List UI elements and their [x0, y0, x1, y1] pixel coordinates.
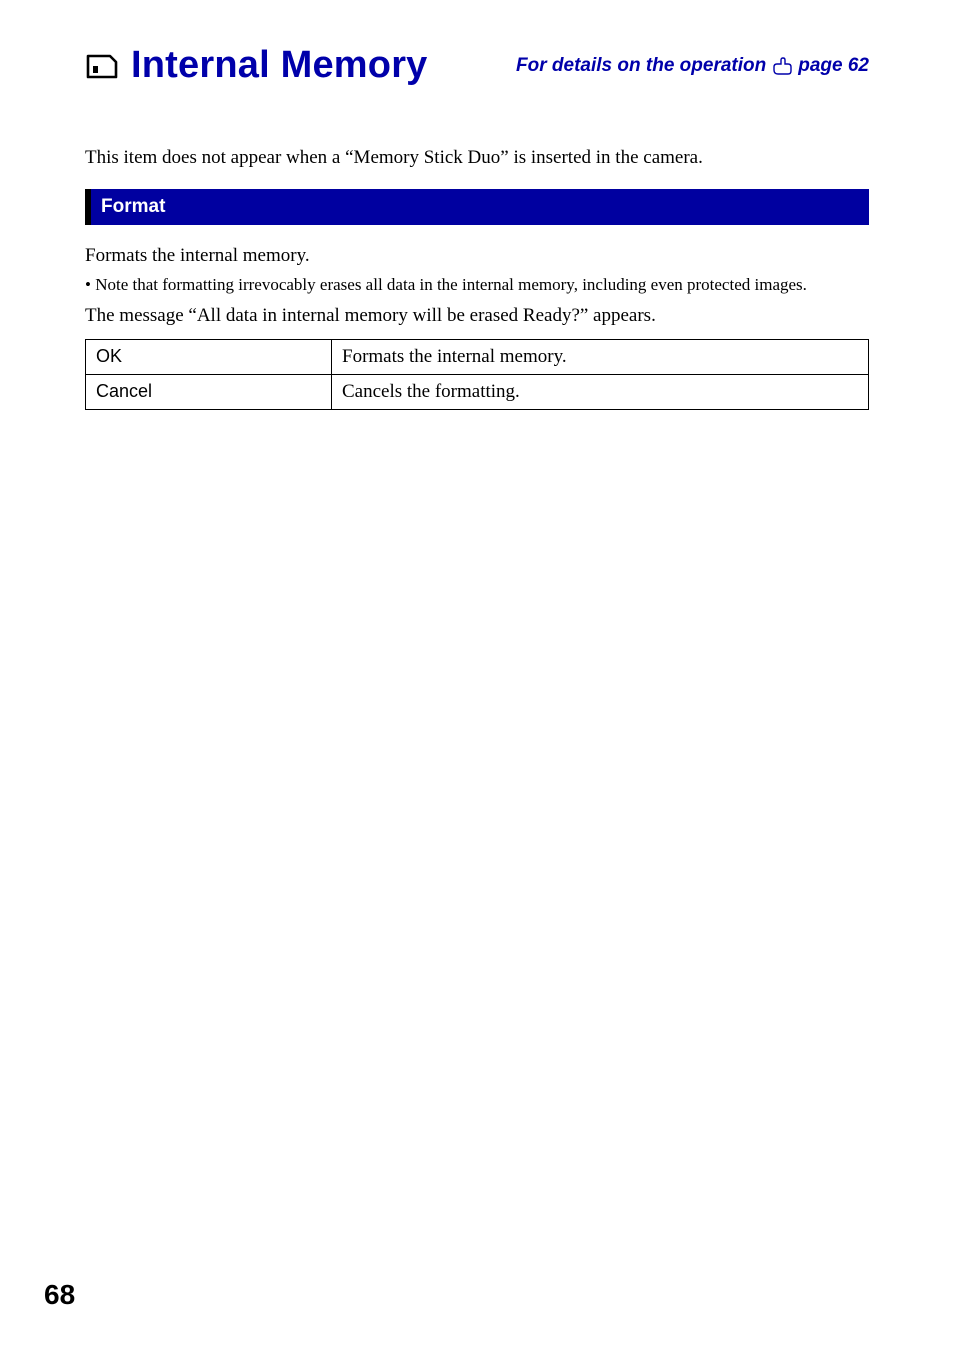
- format-note: • Note that formatting irrevocably erase…: [85, 274, 869, 297]
- option-ok: OK: [86, 339, 332, 374]
- section-description: Formats the internal memory.: [85, 243, 869, 269]
- section-banner-label: Format: [101, 196, 165, 217]
- table-row: Cancel Cancels the formatting.: [86, 374, 869, 409]
- option-cancel: Cancel: [86, 374, 332, 409]
- format-options-table: OK Formats the internal memory. Cancel C…: [85, 339, 869, 410]
- ref-suffix: page 62: [798, 55, 869, 77]
- page-header: Internal Memory For details on the opera…: [85, 44, 869, 87]
- section-banner-format: Format: [85, 189, 869, 225]
- option-ok-description: Formats the internal memory.: [332, 339, 869, 374]
- memory-card-icon: [85, 52, 119, 80]
- intro-text: This item does not appear when a “Memory…: [85, 145, 869, 171]
- table-row: OK Formats the internal memory.: [86, 339, 869, 374]
- operation-reference: For details on the operation page 62: [516, 55, 869, 77]
- ref-prefix: For details on the operation: [516, 55, 766, 77]
- title-group: Internal Memory: [85, 44, 428, 87]
- document-page: Internal Memory For details on the opera…: [0, 0, 954, 1357]
- pointing-hand-icon: [772, 57, 792, 75]
- option-cancel-description: Cancels the formatting.: [332, 374, 869, 409]
- format-prompt: The message “All data in internal memory…: [85, 303, 869, 329]
- page-number: 68: [44, 1279, 75, 1311]
- page-title: Internal Memory: [131, 44, 428, 87]
